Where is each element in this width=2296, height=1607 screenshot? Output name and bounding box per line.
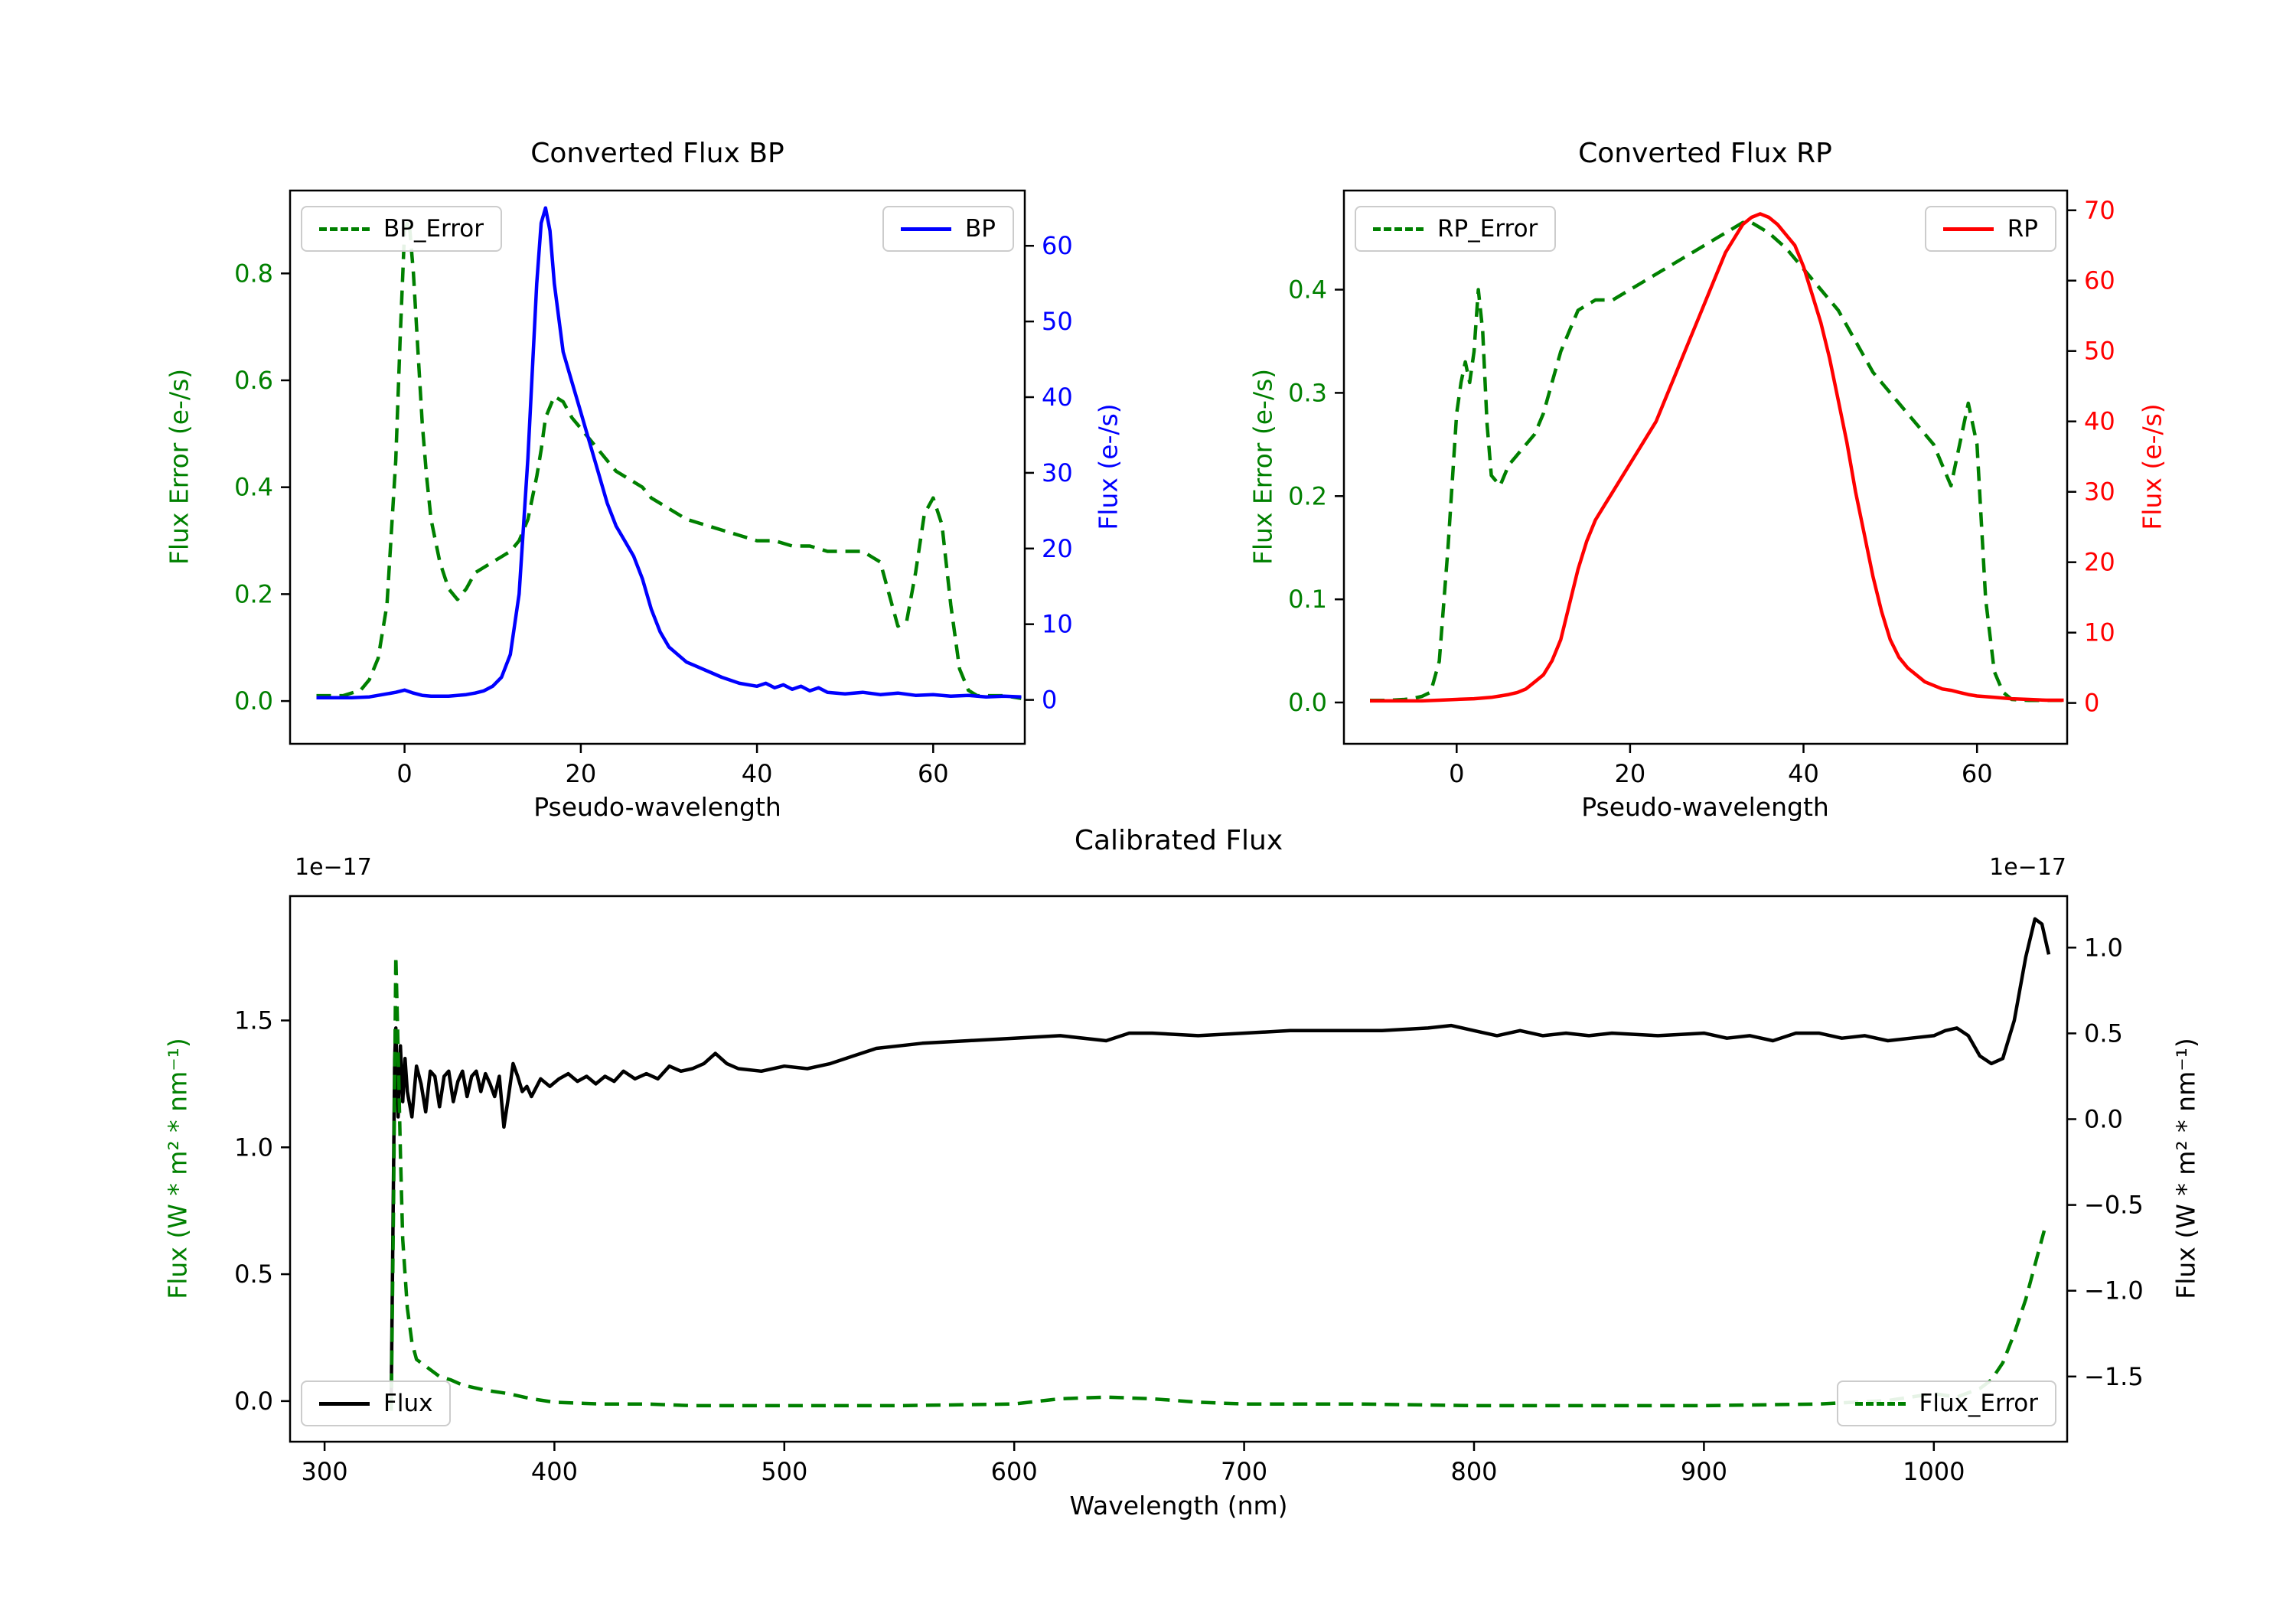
cal-right-ytick-label: −1.0 bbox=[2084, 1276, 2144, 1305]
cal-xtick-label: 800 bbox=[1450, 1457, 1497, 1486]
rp-left-ytick-label: 0.2 bbox=[1288, 481, 1327, 510]
rp-left-ytick-label: 0.3 bbox=[1288, 378, 1327, 407]
bp-axes-frame bbox=[289, 189, 1026, 745]
cal-right-ytick-label: 0.0 bbox=[2084, 1105, 2123, 1134]
flux-line bbox=[389, 917, 2051, 1397]
flux-legend: Flux bbox=[301, 1380, 452, 1426]
bp-xtick-label: 0 bbox=[396, 759, 412, 788]
bp-legend: BP bbox=[882, 206, 1014, 252]
rp-plot-title: Converted Flux RP bbox=[1578, 138, 1832, 169]
bp-plot-title: Converted Flux BP bbox=[530, 138, 784, 169]
rp-xaxis-label: Pseudo-wavelength bbox=[1581, 792, 1829, 822]
cal-left-yaxis-label: Flux (W * m² * nm⁻¹) bbox=[162, 1038, 193, 1299]
bp-left-yaxis-label: Flux Error (e-/s) bbox=[164, 368, 194, 566]
cal-xtick-label: 1000 bbox=[1903, 1457, 1965, 1486]
bp-xaxis-label: Pseudo-wavelength bbox=[533, 792, 781, 822]
bp-right-ytick-label: 30 bbox=[1042, 458, 1073, 487]
bp-line bbox=[316, 206, 1022, 699]
rp-legend-line bbox=[1942, 227, 1994, 231]
bp-error-legend: BP_Error bbox=[301, 206, 503, 252]
cal-xtick-label: 700 bbox=[1221, 1457, 1267, 1486]
rp-left-yaxis-label: Flux Error (e-/s) bbox=[1247, 368, 1278, 566]
bp-right-ytick-label: 20 bbox=[1042, 534, 1073, 563]
flux-error-legend: Flux_Error bbox=[1836, 1380, 2056, 1426]
rp-right-ytick-label: 50 bbox=[2084, 337, 2115, 366]
cal-right-ytick-label: −1.5 bbox=[2084, 1362, 2144, 1391]
cal-left-offset-text: 1e−17 bbox=[295, 854, 372, 881]
cal-xaxis-label: Wavelength (nm) bbox=[1069, 1491, 1288, 1521]
cal-left-ytick-label: 1.5 bbox=[234, 1006, 273, 1035]
bp-right-ytick-label: 40 bbox=[1042, 383, 1073, 412]
bp-left-ytick-label: 0.4 bbox=[234, 473, 273, 502]
flux-legend-label: Flux bbox=[383, 1390, 433, 1417]
rp-error-line bbox=[1370, 220, 2064, 702]
rp-left-ytick-label: 0.1 bbox=[1288, 585, 1327, 614]
rp-xtick-label: 40 bbox=[1788, 759, 1819, 788]
rp-right-ytick-label: 0 bbox=[2084, 689, 2099, 718]
cal-axes-frame bbox=[289, 895, 2069, 1443]
flux-error-legend-label: Flux_Error bbox=[1919, 1390, 2039, 1417]
rp-right-ytick-label: 10 bbox=[2084, 618, 2115, 647]
cal-right-ytick-label: 0.5 bbox=[2084, 1019, 2123, 1048]
rp-xtick-label: 0 bbox=[1449, 759, 1464, 788]
flux-legend-line bbox=[319, 1401, 370, 1406]
cal-left-ytick-label: 0.5 bbox=[234, 1260, 273, 1289]
bp-right-ytick-label: 50 bbox=[1042, 307, 1073, 336]
bp-right-yaxis-label: Flux (e-/s) bbox=[1093, 403, 1124, 530]
cal-right-offset-text: 1e−17 bbox=[1989, 854, 2066, 881]
bp-xtick-label: 20 bbox=[566, 759, 597, 788]
bp-legend-line bbox=[901, 227, 952, 231]
cal-right-ytick-label: −0.5 bbox=[2084, 1191, 2144, 1220]
rp-xtick-label: 60 bbox=[1962, 759, 1993, 788]
rp-error-legend: RP_Error bbox=[1355, 206, 1557, 252]
flux-error-line bbox=[389, 954, 2047, 1411]
rp-line bbox=[1370, 212, 2064, 703]
rp-axes-frame bbox=[1342, 189, 2069, 745]
rp-right-ytick-label: 20 bbox=[2084, 548, 2115, 577]
rp-legend: RP bbox=[1924, 206, 2056, 252]
rp-legend-label: RP bbox=[2007, 215, 2038, 243]
cal-xtick-label: 500 bbox=[761, 1457, 807, 1486]
bp-legend-label: BP bbox=[965, 215, 996, 243]
cal-right-ytick-label: 1.0 bbox=[2084, 933, 2123, 962]
rp-right-ytick-label: 60 bbox=[2084, 266, 2115, 295]
rp-error-legend-label: RP_Error bbox=[1437, 215, 1538, 243]
rp-xtick-label: 20 bbox=[1615, 759, 1646, 788]
cal-plot-title: Calibrated Flux bbox=[1074, 825, 1283, 856]
bp-error-legend-label: BP_Error bbox=[383, 215, 484, 243]
cal-xtick-label: 400 bbox=[531, 1457, 578, 1486]
rp-right-yaxis-label: Flux (e-/s) bbox=[2137, 403, 2167, 530]
rp-right-ytick-label: 70 bbox=[2084, 196, 2115, 225]
bp-left-ytick-label: 0.0 bbox=[234, 686, 273, 715]
rp-left-ytick-label: 0.4 bbox=[1288, 275, 1327, 305]
bp-right-ytick-label: 10 bbox=[1042, 610, 1073, 639]
bp-error-legend-line bbox=[319, 227, 370, 231]
flux-error-legend-line bbox=[1854, 1401, 1906, 1406]
cal-left-ytick-label: 1.0 bbox=[234, 1133, 273, 1162]
cal-left-ytick-label: 0.0 bbox=[234, 1387, 273, 1416]
bp-xtick-label: 40 bbox=[742, 759, 773, 788]
bp-left-ytick-label: 0.8 bbox=[234, 259, 273, 288]
cal-right-yaxis-label: Flux (W * m² * nm⁻¹) bbox=[2170, 1038, 2201, 1299]
rp-right-ytick-label: 30 bbox=[2084, 478, 2115, 507]
bp-left-ytick-label: 0.6 bbox=[234, 366, 273, 395]
rp-right-ytick-label: 40 bbox=[2084, 407, 2115, 436]
rp-left-ytick-label: 0.0 bbox=[1288, 688, 1327, 717]
bp-left-ytick-label: 0.2 bbox=[234, 579, 273, 608]
rp-error-legend-line bbox=[1373, 227, 1424, 231]
bp-right-ytick-label: 60 bbox=[1042, 231, 1073, 260]
bp-error-line bbox=[316, 218, 1022, 700]
cal-xtick-label: 300 bbox=[302, 1457, 348, 1486]
cal-xtick-label: 900 bbox=[1681, 1457, 1727, 1486]
cal-xtick-label: 600 bbox=[991, 1457, 1038, 1486]
bp-xtick-label: 60 bbox=[918, 759, 949, 788]
bp-right-ytick-label: 0 bbox=[1042, 686, 1057, 715]
